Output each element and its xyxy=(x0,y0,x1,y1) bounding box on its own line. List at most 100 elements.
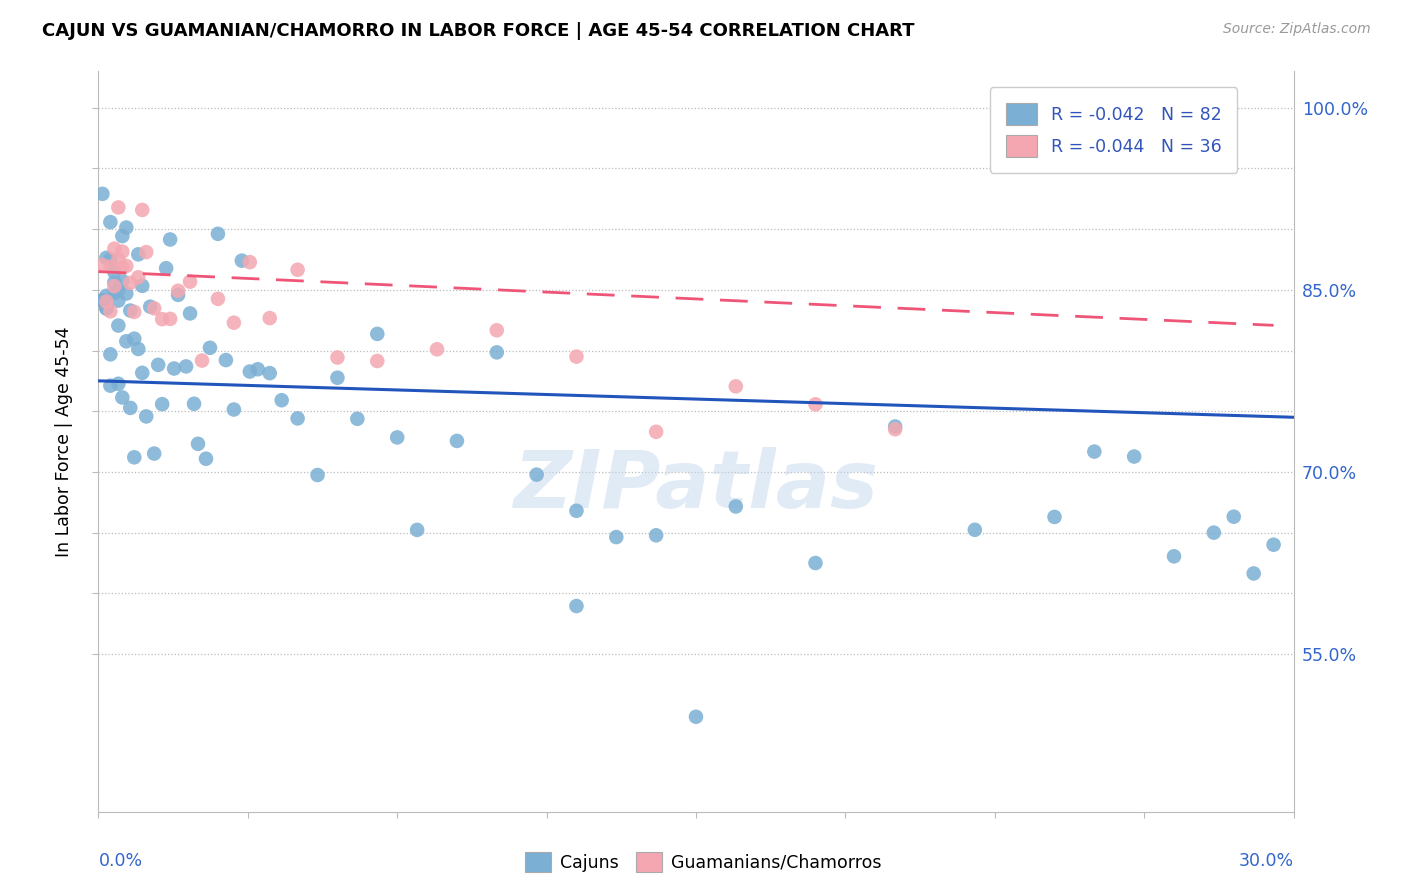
Point xyxy=(115,286,138,301)
Point xyxy=(139,300,162,314)
Point xyxy=(155,261,177,276)
Point xyxy=(884,422,907,436)
Point xyxy=(287,411,309,425)
Point xyxy=(96,251,118,265)
Point xyxy=(1263,538,1285,552)
Point xyxy=(1123,450,1146,464)
Point xyxy=(96,294,118,309)
Point xyxy=(1083,444,1105,458)
Point xyxy=(124,450,146,465)
Point xyxy=(91,293,114,308)
Point xyxy=(326,370,349,384)
Point xyxy=(143,301,166,316)
Point xyxy=(131,366,153,380)
Point xyxy=(167,288,190,302)
Point xyxy=(148,358,170,372)
Point xyxy=(366,326,388,341)
Point xyxy=(1223,509,1246,524)
Point xyxy=(565,504,588,518)
Point xyxy=(207,227,229,241)
Point xyxy=(645,528,668,542)
Point xyxy=(150,312,173,326)
Point xyxy=(127,247,149,261)
Point xyxy=(159,232,181,246)
Point xyxy=(207,292,229,306)
Point xyxy=(187,437,209,451)
Point xyxy=(103,242,125,256)
Point xyxy=(131,202,153,217)
Point xyxy=(107,318,129,333)
Point xyxy=(485,323,508,337)
Point xyxy=(120,303,142,318)
Point xyxy=(150,397,173,411)
Point xyxy=(115,259,138,273)
Point xyxy=(115,334,138,349)
Point xyxy=(120,401,142,415)
Point xyxy=(91,293,114,308)
Point xyxy=(366,354,388,368)
Y-axis label: In Labor Force | Age 45-54: In Labor Force | Age 45-54 xyxy=(55,326,73,557)
Point xyxy=(120,276,142,290)
Point xyxy=(135,409,157,424)
Point xyxy=(103,286,125,301)
Point xyxy=(96,301,118,315)
Point xyxy=(167,284,190,298)
Point xyxy=(98,252,122,267)
Point xyxy=(98,260,122,274)
Point xyxy=(103,275,125,289)
Point xyxy=(127,342,149,356)
Point xyxy=(124,305,146,319)
Point xyxy=(239,255,262,269)
Point xyxy=(270,393,292,408)
Point xyxy=(183,397,205,411)
Point xyxy=(724,500,747,514)
Text: ZIPatlas: ZIPatlas xyxy=(513,447,879,525)
Point xyxy=(963,523,986,537)
Point xyxy=(174,359,197,374)
Point xyxy=(91,186,114,201)
Point xyxy=(804,556,827,570)
Point xyxy=(111,391,134,405)
Point xyxy=(98,304,122,318)
Point xyxy=(307,468,329,483)
Point xyxy=(107,283,129,297)
Point xyxy=(179,306,201,320)
Point xyxy=(179,275,201,289)
Point xyxy=(159,311,181,326)
Point xyxy=(645,425,668,439)
Point xyxy=(107,376,129,391)
Point xyxy=(191,353,214,368)
Point xyxy=(685,710,707,724)
Point xyxy=(246,362,269,376)
Point xyxy=(884,419,907,434)
Point xyxy=(1202,525,1225,540)
Point xyxy=(1163,549,1185,564)
Point xyxy=(385,430,409,444)
Text: CAJUN VS GUAMANIAN/CHAMORRO IN LABOR FORCE | AGE 45-54 CORRELATION CHART: CAJUN VS GUAMANIAN/CHAMORRO IN LABOR FOR… xyxy=(42,22,915,40)
Point xyxy=(426,343,449,357)
Point xyxy=(605,530,627,544)
Point xyxy=(346,412,368,426)
Text: 30.0%: 30.0% xyxy=(1239,853,1294,871)
Point xyxy=(198,341,221,355)
Point xyxy=(98,215,122,229)
Point xyxy=(239,365,262,379)
Point xyxy=(107,293,129,308)
Point xyxy=(259,366,281,380)
Text: Source: ZipAtlas.com: Source: ZipAtlas.com xyxy=(1223,22,1371,37)
Point xyxy=(222,316,245,330)
Text: 0.0%: 0.0% xyxy=(98,853,142,871)
Point xyxy=(406,523,429,537)
Point xyxy=(131,278,153,293)
Point xyxy=(111,274,134,288)
Point xyxy=(107,252,129,267)
Point xyxy=(485,345,508,359)
Point xyxy=(163,361,186,376)
Point xyxy=(98,378,122,392)
Point xyxy=(446,434,468,448)
Point xyxy=(215,353,238,368)
Point xyxy=(724,379,747,393)
Point xyxy=(103,265,125,279)
Legend: R = -0.042   N = 82, R = -0.044   N = 36: R = -0.042 N = 82, R = -0.044 N = 36 xyxy=(990,87,1237,173)
Point xyxy=(526,467,548,482)
